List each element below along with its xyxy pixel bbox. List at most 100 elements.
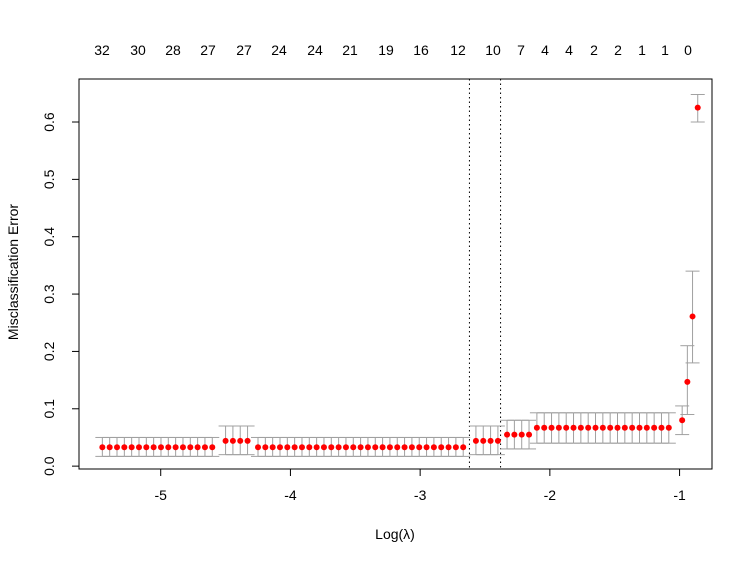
data-point: [364, 444, 371, 451]
y-tick-label: 0.5: [41, 169, 57, 189]
data-point: [150, 444, 157, 451]
top-axis-label: 2: [590, 42, 598, 58]
x-tick-label: -3: [414, 487, 427, 503]
top-axis-label: 1: [661, 42, 669, 58]
top-axis-label: 0: [684, 42, 692, 58]
data-point: [306, 444, 313, 451]
data-point: [636, 424, 643, 431]
top-axis-label: 7: [517, 42, 525, 58]
data-point: [658, 424, 665, 431]
data-point: [445, 444, 452, 451]
top-axis-label: 24: [271, 42, 287, 58]
data-point: [269, 444, 276, 451]
y-tick-label: 0.2: [41, 341, 57, 361]
top-axis-label: 24: [307, 42, 323, 58]
data-point: [533, 424, 540, 431]
top-axis-label: 30: [130, 42, 146, 58]
data-point: [548, 424, 555, 431]
data-point: [298, 444, 305, 451]
data-point: [526, 431, 533, 438]
data-point: [555, 424, 562, 431]
data-point: [541, 424, 548, 431]
data-point: [480, 437, 487, 444]
data-point: [679, 417, 686, 424]
y-tick-label: 0.4: [41, 227, 57, 247]
data-point: [651, 424, 658, 431]
data-point: [229, 437, 236, 444]
data-point: [179, 444, 186, 451]
reference-lines: [468, 79, 502, 469]
y-axis: 0.0 0.1 0.2 0.3 0.4 0.5 0.6: [41, 112, 80, 476]
data-point: [99, 444, 106, 451]
top-axis-label: 12: [450, 42, 466, 58]
data-point: [665, 424, 672, 431]
data-point: [684, 378, 691, 385]
data-point: [106, 444, 113, 451]
data-points: [99, 104, 701, 451]
data-point: [599, 424, 606, 431]
top-axis-label: 19: [378, 42, 394, 58]
data-point: [423, 444, 430, 451]
x-tick-label: -2: [544, 487, 557, 503]
y-axis-title: Misclassification Error: [5, 204, 21, 340]
data-point: [592, 424, 599, 431]
data-point: [487, 437, 494, 444]
y-tick-label: 0.3: [41, 284, 57, 304]
data-point: [518, 431, 525, 438]
data-point: [386, 444, 393, 451]
data-point: [452, 444, 459, 451]
data-point: [694, 104, 701, 111]
data-point: [328, 444, 335, 451]
data-point: [689, 313, 696, 320]
data-point: [357, 444, 364, 451]
data-point: [372, 444, 379, 451]
top-axis-label: 27: [236, 42, 252, 58]
data-point: [401, 444, 408, 451]
data-point: [284, 444, 291, 451]
data-point: [194, 444, 201, 451]
data-point: [472, 437, 479, 444]
data-point: [460, 444, 467, 451]
data-point: [570, 424, 577, 431]
data-point: [563, 424, 570, 431]
data-point: [350, 444, 357, 451]
data-point: [187, 444, 194, 451]
data-point: [511, 431, 518, 438]
top-axis-label: 10: [485, 42, 501, 58]
top-axis-label: 28: [165, 42, 181, 58]
data-point: [276, 444, 283, 451]
data-point: [209, 444, 216, 451]
data-point: [577, 424, 584, 431]
x-tick-label: -5: [154, 487, 167, 503]
top-axis-label: 21: [342, 42, 358, 58]
y-tick-label: 0.0: [41, 456, 57, 476]
data-point: [621, 424, 628, 431]
data-point: [143, 444, 150, 451]
data-point: [222, 437, 229, 444]
plot-frame: [78, 78, 713, 470]
data-point: [262, 444, 269, 451]
data-point: [335, 444, 342, 451]
top-axis-label: 27: [200, 42, 216, 58]
data-point: [165, 444, 172, 451]
data-point: [342, 444, 349, 451]
data-point: [135, 444, 142, 451]
data-point: [114, 444, 121, 451]
data-point: [408, 444, 415, 451]
data-point: [438, 444, 445, 451]
top-axis-label: 2: [614, 42, 622, 58]
data-point: [313, 444, 320, 451]
top-axis-label: 32: [94, 42, 110, 58]
data-point: [416, 444, 423, 451]
data-point: [607, 424, 614, 431]
data-point: [157, 444, 164, 451]
x-axis-title: Log(λ): [375, 526, 415, 542]
data-point: [255, 444, 262, 451]
data-point: [244, 437, 251, 444]
data-point: [320, 444, 327, 451]
data-point: [585, 424, 592, 431]
data-point: [494, 437, 501, 444]
data-point: [128, 444, 135, 451]
data-point: [629, 424, 636, 431]
